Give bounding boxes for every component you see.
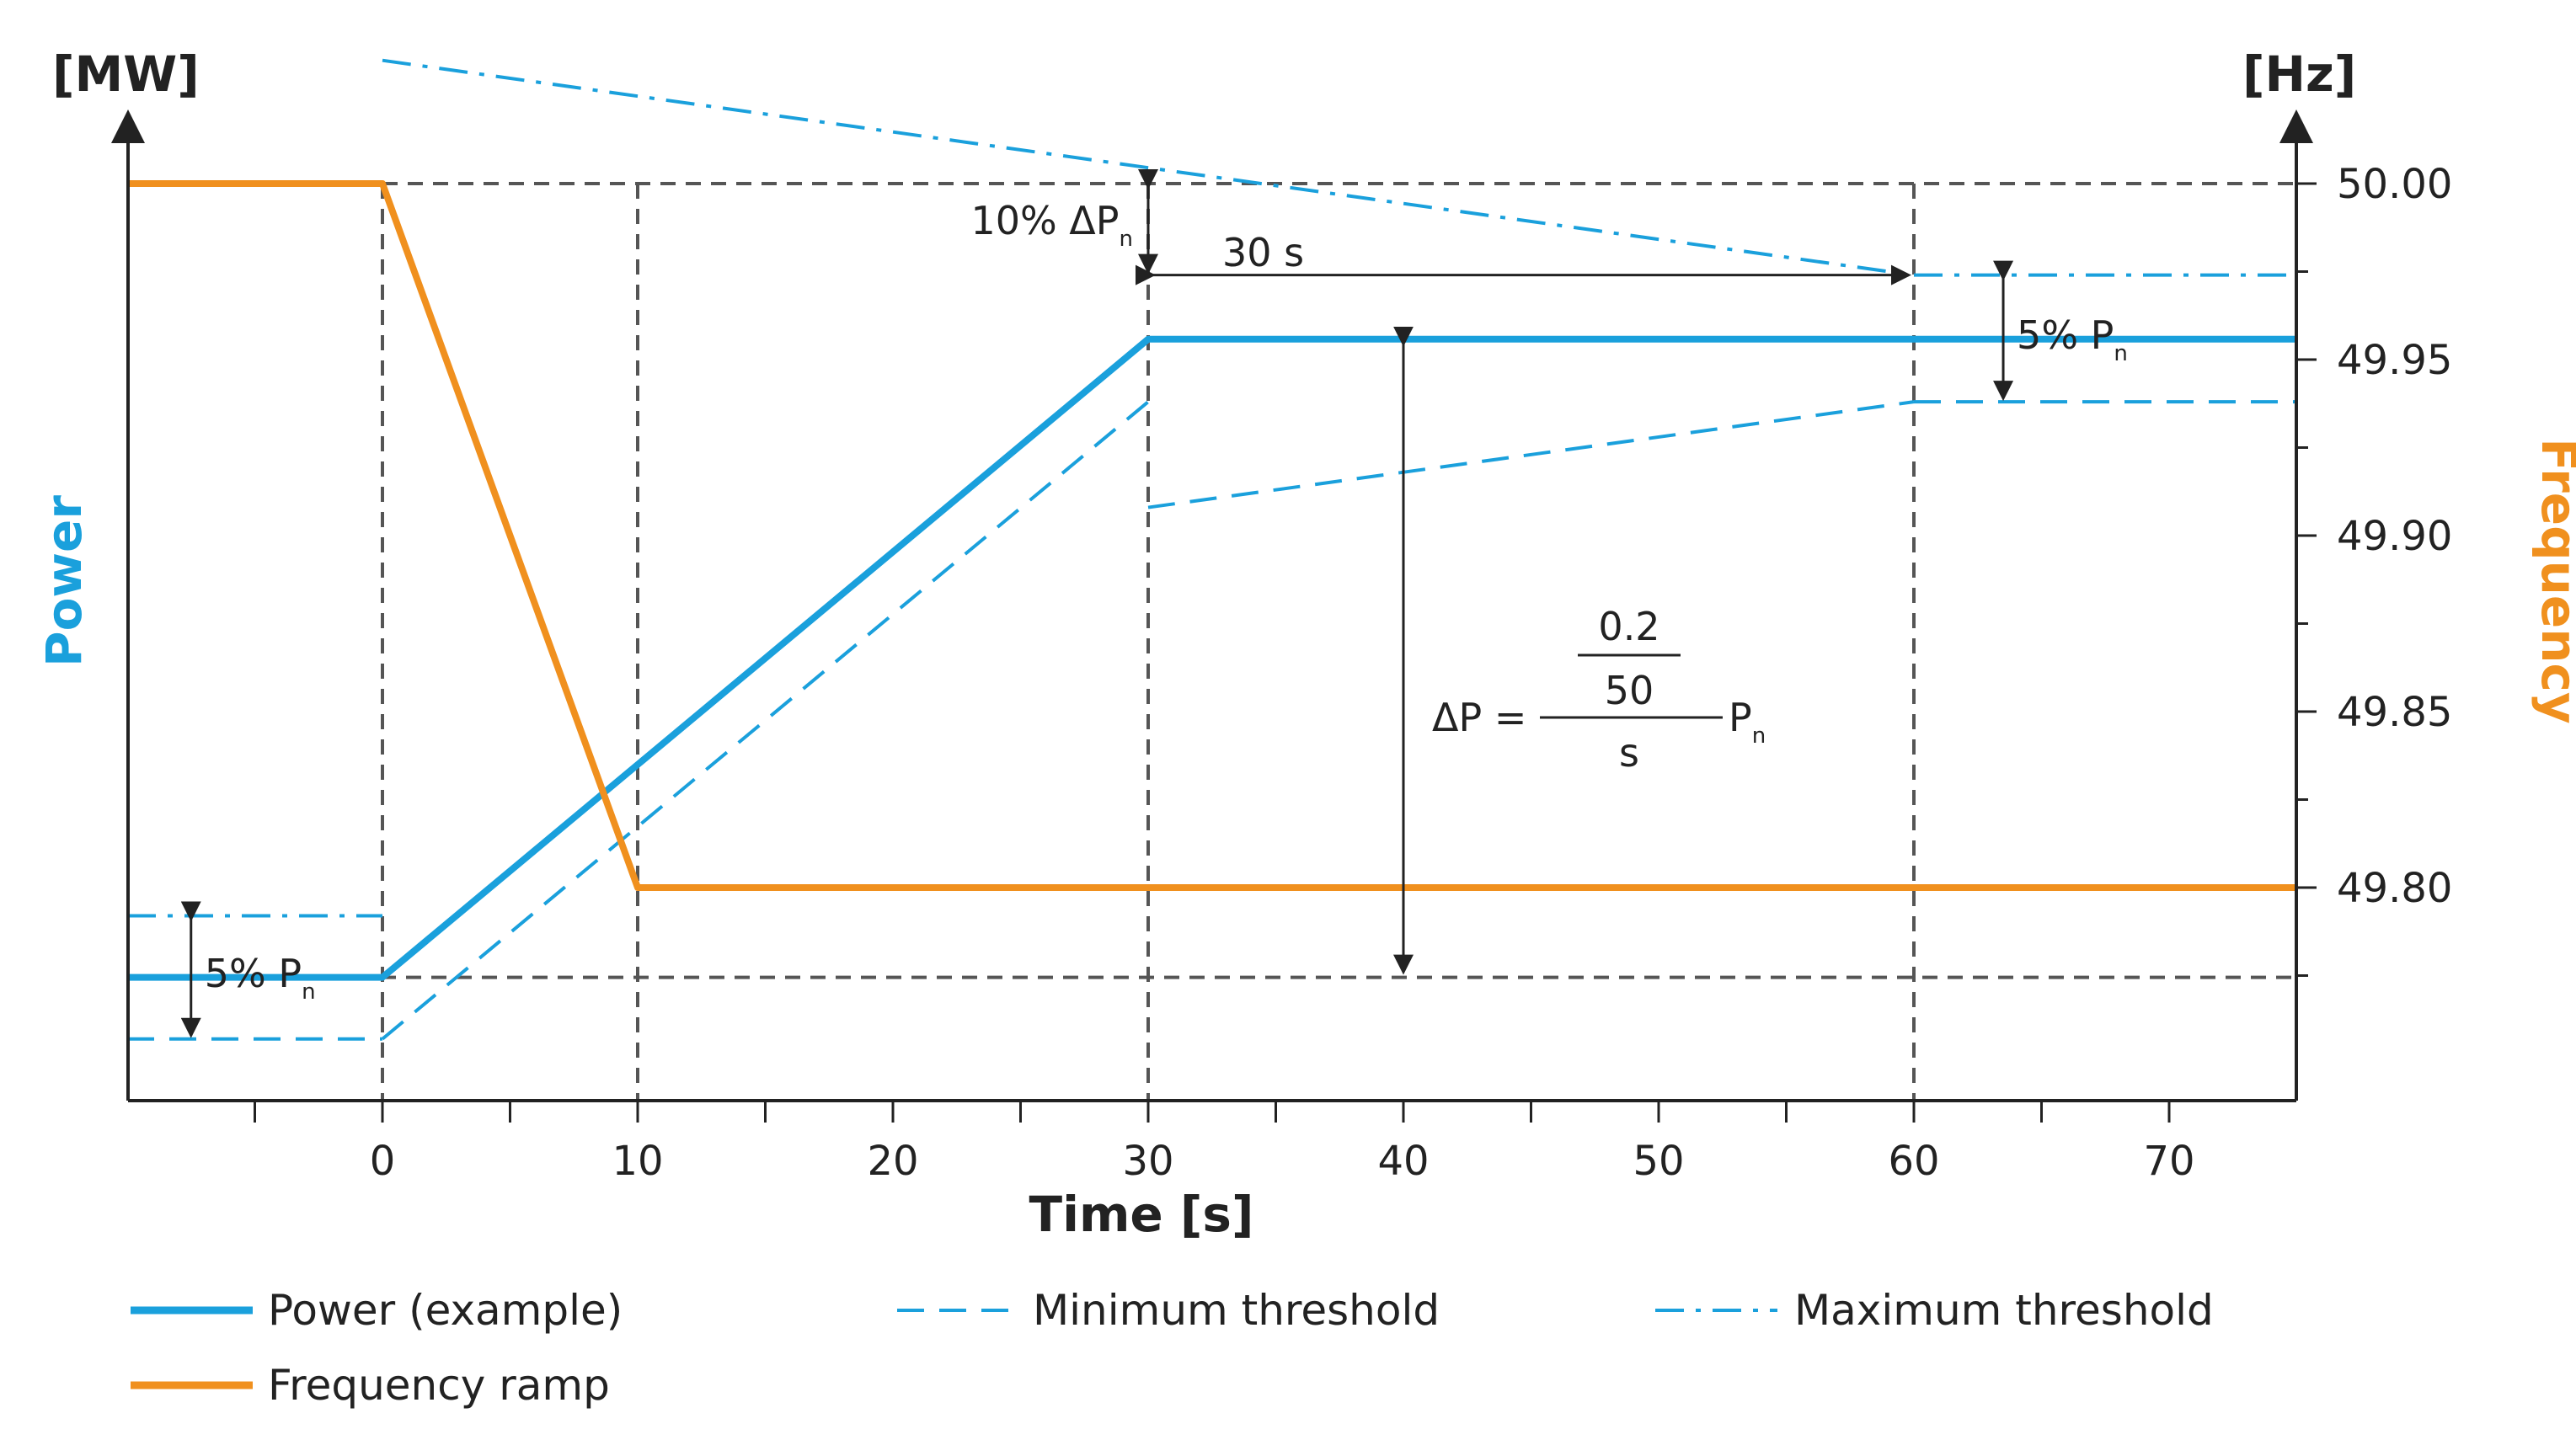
- y-right-label: Frequency: [2531, 438, 2576, 723]
- y-left-label: Power: [35, 495, 93, 667]
- reference-lines: [128, 182, 2296, 1101]
- series-1-segment-2: [1147, 400, 1915, 509]
- legend: Power (example) Minimum threshold Maximu…: [131, 1286, 2214, 1410]
- y-right-tick-label-4: 49.80: [2337, 865, 2452, 912]
- x-tick-label-0: 0: [370, 1138, 396, 1185]
- y-right-tick-label-1: 49.95: [2337, 337, 2452, 384]
- x-tick-label-70: 70: [2143, 1138, 2194, 1185]
- series-2-segment-1: [382, 58, 1915, 277]
- x-tick-label-60: 60: [1888, 1138, 1939, 1185]
- axes: [111, 109, 2313, 1102]
- ticks: 0 10 20 30 40 50 60 70 50.00 49.95 49.90 49.85 49.80: [254, 161, 2452, 1185]
- legend-label-power: Power (example): [268, 1286, 623, 1335]
- x-tick-label-20: 20: [867, 1138, 918, 1185]
- formula-mid: 50: [1605, 668, 1654, 713]
- legend-label-min: Minimum threshold: [1033, 1286, 1440, 1335]
- y-right-tick-label-0: 50.00: [2337, 161, 2452, 208]
- y-left-unit: [MW]: [52, 45, 200, 103]
- x-tick-label-10: 10: [612, 1138, 663, 1185]
- y-right-tick-label-2: 49.90: [2337, 513, 2452, 560]
- annot-thirty-s: 30 s: [1222, 230, 1304, 275]
- y-right-tick-label-3: 49.85: [2337, 689, 2452, 736]
- legend-label-frequency: Frequency ramp: [268, 1361, 610, 1410]
- annotations: 10% ΔPn 30 s 5% Pn 5% Pn ΔP = 0.2 50 s Pn: [180, 169, 2128, 1038]
- series-0-segment-0: [127, 335, 2297, 981]
- formula-num: 0.2: [1598, 604, 1659, 649]
- legend-label-max: Maximum threshold: [1794, 1286, 2214, 1335]
- annot-ten-percent: 10% ΔPn: [970, 198, 1133, 252]
- x-tick-label-50: 50: [1633, 1138, 1684, 1185]
- series-3-segment-0: [127, 180, 2297, 891]
- formula-lhs: ΔP =: [1432, 695, 1526, 740]
- series-group: [127, 58, 2297, 1041]
- y-right-unit: [Hz]: [2242, 45, 2356, 103]
- formula-den: s: [1619, 730, 1639, 776]
- formula-rhs: Pn: [1729, 695, 1766, 749]
- annot-five-percent-right: 5% Pn: [2017, 312, 2128, 366]
- x-tick-label-30: 30: [1122, 1138, 1173, 1185]
- annot-five-percent-left: 5% Pn: [205, 951, 316, 1005]
- x-axis-label: Time [s]: [1029, 1186, 1254, 1243]
- x-tick-label-40: 40: [1377, 1138, 1429, 1185]
